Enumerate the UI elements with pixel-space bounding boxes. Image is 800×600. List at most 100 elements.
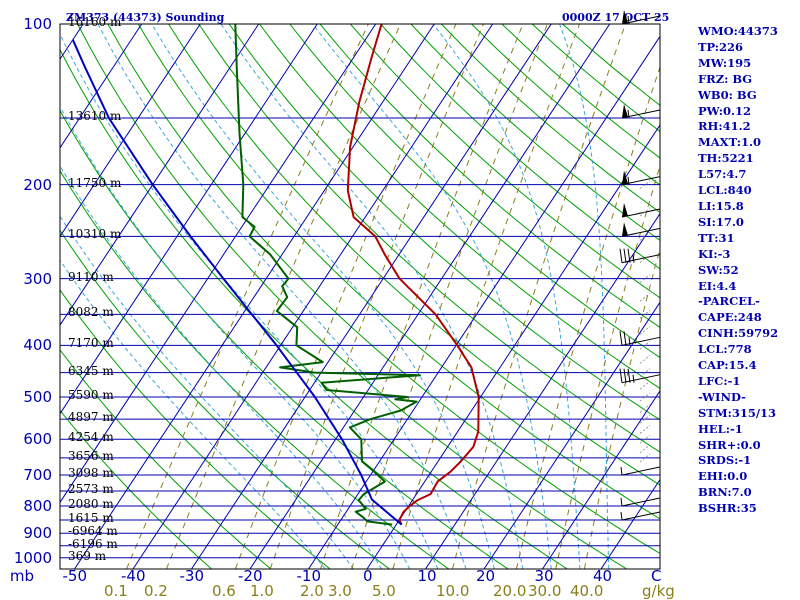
isotherm [132, 24, 494, 569]
height-label: 16160 m [68, 15, 122, 29]
height-label: 7170 m [68, 336, 114, 351]
isotherm [308, 35, 660, 569]
dry-adiabat [60, 409, 212, 569]
temperature-tick-label: 30 [534, 567, 554, 585]
sounding-index: TH:5221 [698, 151, 754, 166]
mixing-ratio-tick-label: 30.0 [528, 582, 562, 600]
temperature-tick-label: 10 [417, 567, 437, 585]
sounding-index: EI:4.4 [698, 278, 737, 293]
pressure-tick-label: 700 [23, 466, 52, 485]
isotherm [60, 24, 201, 238]
height-label: 5590 m [68, 388, 114, 403]
sounding-index: FRZ: BG [698, 71, 753, 86]
wind-trace [639, 444, 651, 454]
moist-adiabat [312, 24, 552, 569]
dewpoint-profile [234, 24, 421, 526]
height-label: 4254 m [68, 430, 114, 445]
mixing-ratio-tick-label: 0.1 [104, 582, 128, 600]
height-label: 1615 m [68, 511, 114, 526]
temperature-tick-label: -50 [62, 567, 88, 585]
sounding-index: SRDS:-1 [698, 453, 752, 468]
pressure-tick-label: 500 [23, 388, 52, 407]
dry-adiabat [60, 48, 568, 569]
mixing-ratio-line [234, 24, 457, 569]
sounding-index: RH:41.2 [698, 119, 751, 134]
sounding-index: LCL:840 [698, 183, 752, 198]
sounding-index: LI:15.8 [698, 198, 744, 213]
mixing-ratio-tick-label: 1.0 [250, 582, 274, 600]
sounding-index: LCL:778 [698, 342, 752, 357]
plot-frame [59, 23, 661, 570]
temperature-tick-label: 0 [363, 567, 373, 585]
isotherm [542, 390, 660, 569]
chart-title: ZM373 (44373) Sounding [66, 11, 225, 24]
mixing-ratio-tick-label: 0.2 [144, 582, 168, 600]
wind-barb [619, 368, 661, 384]
valid-time: 0000Z 17 OCT 25 [562, 11, 670, 24]
mixing-ratio-tick-label: 5.0 [372, 582, 396, 600]
sounding-index: L57:4.7 [698, 167, 747, 182]
temperature-tick-label: -10 [296, 567, 322, 585]
temperature-tick-label: 40 [593, 567, 613, 585]
temperature-unit-label: C [651, 567, 662, 585]
dry-adiabat [60, 289, 331, 569]
plot-area [60, 24, 660, 569]
sounding-index: STM:315/13 [698, 405, 777, 420]
height-label: 369 m [68, 548, 107, 563]
pressure-tick-label: 600 [23, 430, 52, 449]
dry-adiabat [60, 169, 450, 569]
pressure-tick-label: 1000 [13, 548, 52, 567]
height-label: 11750 m [68, 175, 122, 190]
height-label: 3098 m [68, 466, 114, 481]
temperature-tick-label: -20 [238, 567, 263, 585]
dry-adiabat [259, 24, 660, 389]
mixing-ratio-line [269, 24, 484, 569]
wind-barb [619, 248, 661, 264]
temperature-tick-label: 20 [476, 567, 496, 585]
moist-adiabat [97, 24, 467, 569]
height-label: 2080 m [68, 496, 114, 511]
pressure-unit-label: mb [9, 567, 34, 585]
temperature-tick-label: -40 [121, 567, 146, 585]
mixing-ratio-line [165, 24, 401, 569]
wind-trace [639, 380, 651, 390]
sounding-index: CINH:59792 [698, 326, 779, 341]
moist-adiabat [151, 24, 495, 569]
height-label: 10310 m [68, 227, 122, 242]
sounding-index: WMO:44373 [698, 24, 778, 38]
sounding-index: SW:52 [698, 262, 739, 277]
height-label: 2573 m [68, 482, 114, 496]
moist-adiabat [60, 215, 354, 569]
sounding-index: BSHR:35 [698, 501, 757, 516]
sounding-index: SI:17.0 [698, 214, 744, 229]
height-label: 8082 m [68, 305, 114, 320]
isotherm [60, 24, 318, 415]
sounding-index: BRN:7.0 [698, 485, 752, 500]
isotherm [425, 212, 660, 569]
temperature-tick-label: -30 [179, 567, 205, 585]
isotherm [483, 301, 660, 569]
dry-adiabat [137, 24, 660, 520]
sounding-index: WB0: BG [698, 87, 757, 102]
pressure-tick-label: 200 [23, 175, 52, 194]
pressure-tick-label: 400 [23, 336, 52, 355]
sounding-index: PW:0.12 [698, 103, 752, 118]
parcel-profile [71, 39, 403, 526]
mixing-ratio-tick-label: 0.6 [212, 582, 236, 600]
mixing-ratio-tick-label: 20.0 [493, 582, 527, 600]
pressure-tick-label: 900 [23, 524, 52, 543]
sounding-index: EHI:0.0 [698, 469, 748, 484]
mixing-ratio-line [583, 246, 660, 569]
wind-barb [621, 103, 661, 119]
moist-adiabat [559, 24, 610, 569]
dry-adiabat [198, 24, 660, 453]
sounding-index: CAPE:248 [698, 310, 762, 325]
height-label: 9110 m [68, 269, 114, 284]
temperature-profile [346, 24, 480, 526]
wind-barb [621, 222, 661, 237]
wind-trace [639, 354, 651, 364]
wind-barb [620, 511, 661, 521]
wind-barb [621, 10, 661, 25]
wind-trace [639, 292, 651, 302]
isotherm [60, 24, 377, 504]
